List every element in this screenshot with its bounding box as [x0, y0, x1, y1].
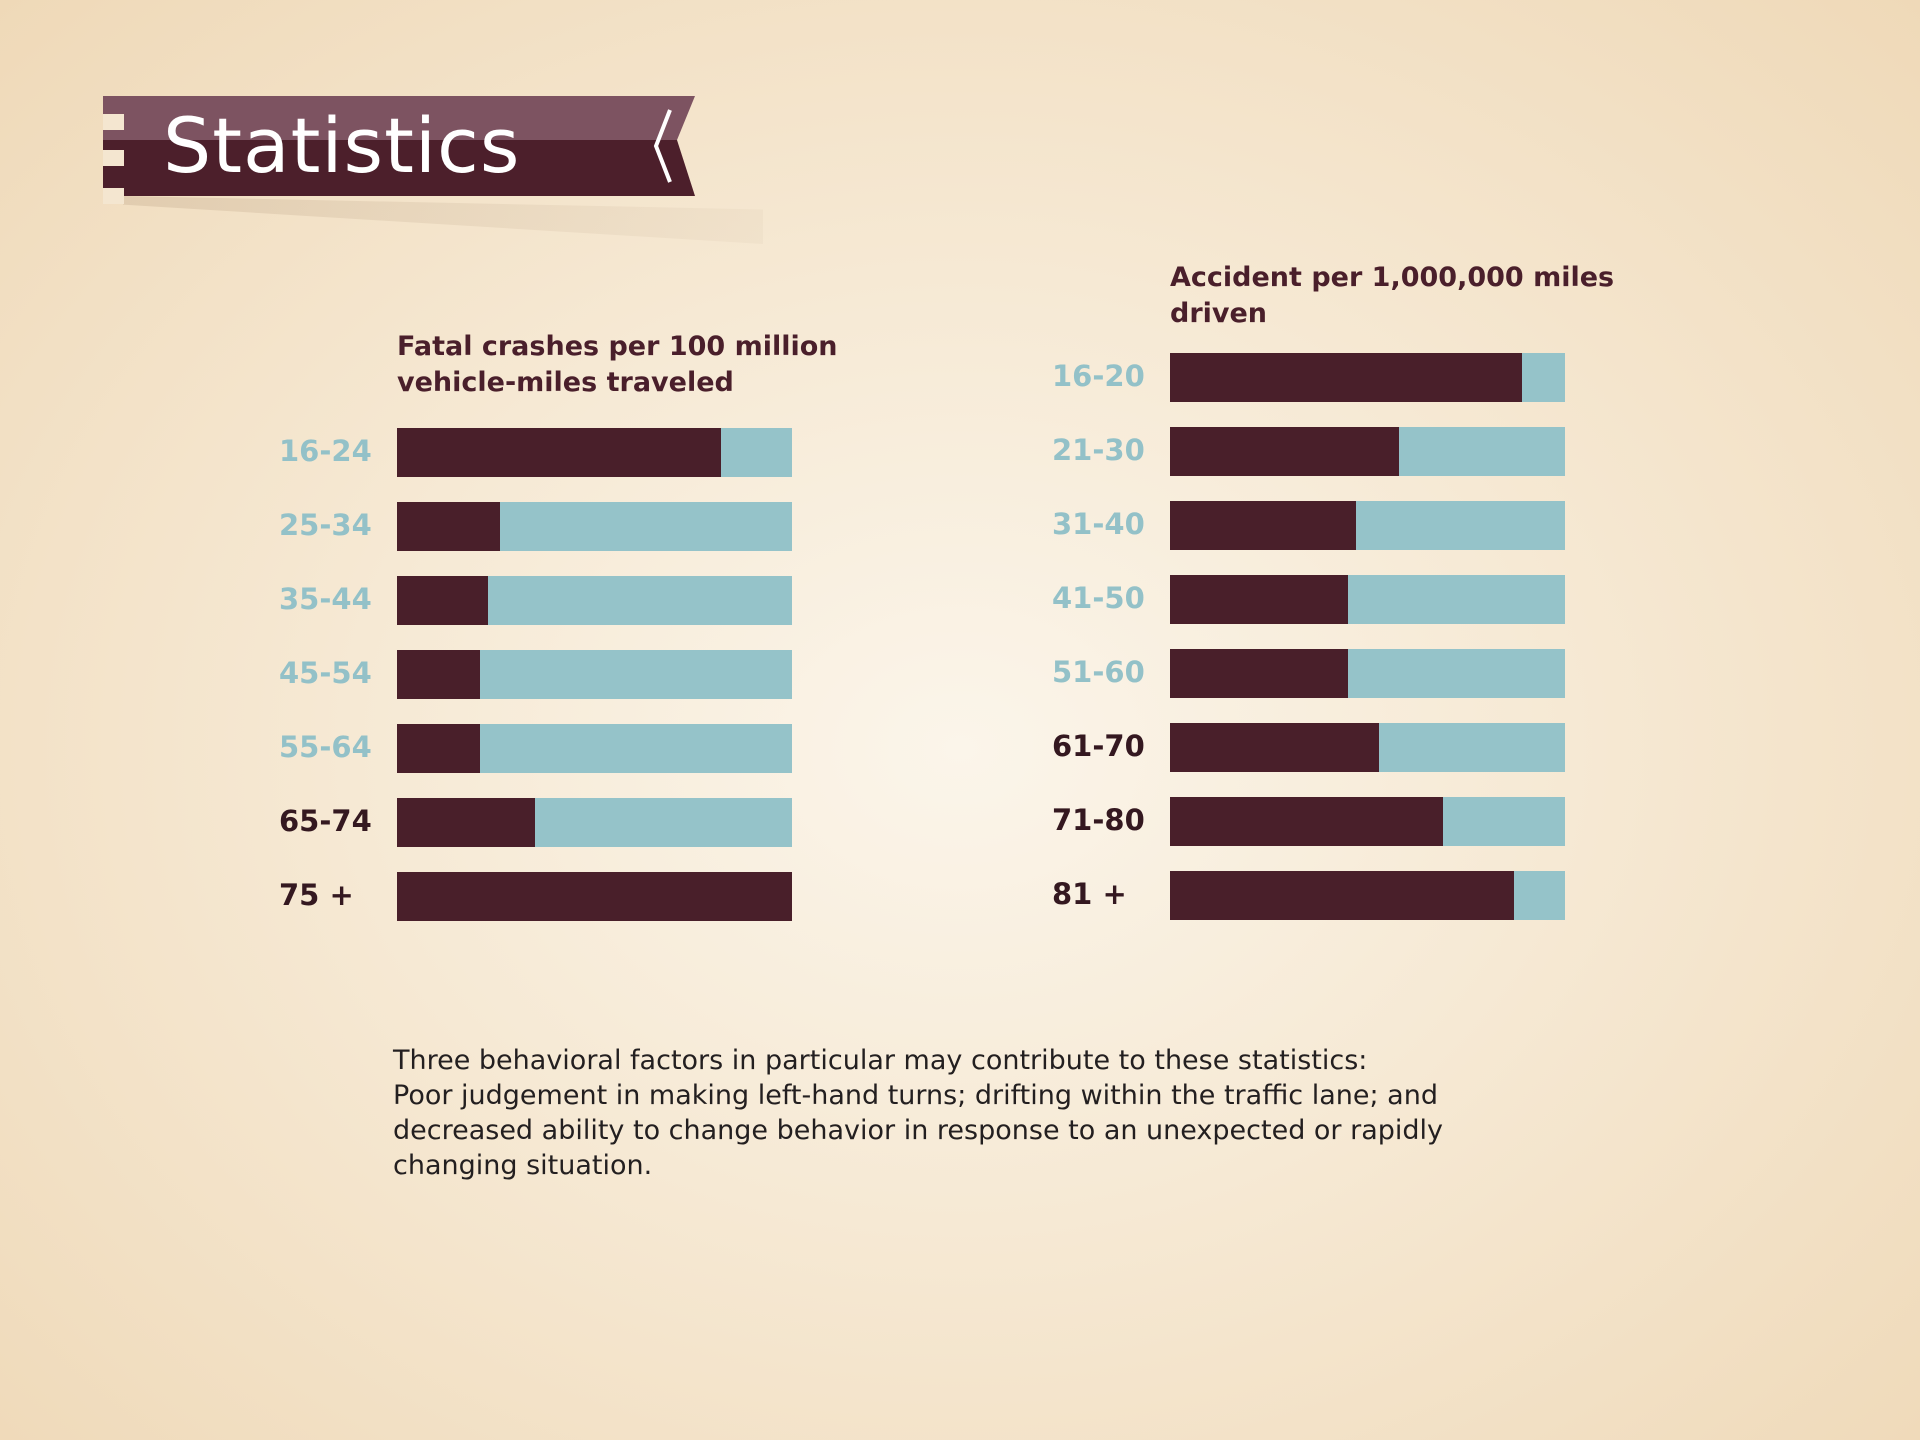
footnote: Three behavioral factors in particular m… [393, 1043, 1573, 1183]
accident-category-label: 61-70 [1052, 729, 1145, 763]
accident-bar [1170, 649, 1348, 698]
fatal-bar [397, 724, 480, 773]
accident-bar-track [1170, 353, 1565, 402]
banner-notch-1 [103, 114, 124, 130]
accident-bar-track [1170, 575, 1565, 624]
accident-category-label: 51-60 [1052, 655, 1145, 689]
accident-bar-track [1170, 501, 1565, 550]
fatal-bar [397, 428, 721, 477]
fatal-bar-track [397, 724, 792, 773]
banner-ribbon [103, 96, 695, 204]
banner-ribbon-top [103, 96, 695, 140]
accident-category-label: 71-80 [1052, 803, 1145, 837]
fatal-bar-track [397, 428, 792, 477]
fatal-category-label: 55-64 [279, 730, 372, 764]
banner-ribbon-bottom [103, 140, 695, 196]
accident-bar-track [1170, 649, 1565, 698]
accident-category-label: 81 + [1052, 877, 1127, 911]
fatal-bar [397, 872, 792, 921]
accident-bar [1170, 353, 1522, 402]
fatal-category-label: 65-74 [279, 804, 372, 838]
banner-notch-3 [103, 188, 124, 204]
accident-bar [1170, 575, 1348, 624]
accident-bar [1170, 797, 1443, 846]
fatal-bar-track [397, 576, 792, 625]
accident-category-label: 21-30 [1052, 433, 1145, 467]
footnote-line: decreased ability to change behavior in … [393, 1115, 1444, 1146]
chevron-left-icon [653, 109, 672, 183]
fatal-bar [397, 798, 536, 847]
accident-bar [1170, 427, 1400, 476]
left-chart-title: Fatal crashes per 100 million vehicle-mi… [397, 331, 838, 398]
accident-bar [1170, 501, 1356, 550]
page-title: Statistics [163, 101, 521, 190]
accident-bar [1170, 871, 1514, 920]
fatal-bar-track [397, 502, 792, 551]
fatal-category-label: 35-44 [279, 582, 372, 616]
fatal-category-label: 45-54 [279, 656, 372, 690]
title-banner: Statistics [103, 96, 763, 244]
banner-notch-2 [103, 150, 124, 166]
accident-bar [1170, 723, 1380, 772]
right-chart-title: Accident per 1,000,000 miles driven [1170, 262, 1615, 329]
footnote-line: Three behavioral factors in particular m… [393, 1045, 1368, 1076]
accident-category-label: 41-50 [1052, 581, 1145, 615]
accident-category-label: 16-20 [1052, 359, 1145, 393]
accident-bar-track [1170, 797, 1565, 846]
fatal-bar-track [397, 872, 792, 921]
footnote-line: changing situation. [393, 1150, 653, 1181]
fatal-bar [397, 502, 500, 551]
fatal-category-label: 75 + [279, 878, 354, 912]
fatal-bar [397, 576, 488, 625]
fatal-category-label: 16-24 [279, 434, 372, 468]
accident-bar-track [1170, 871, 1565, 920]
accident-category-label: 31-40 [1052, 507, 1145, 541]
accident-bar-track [1170, 723, 1565, 772]
fatal-category-label: 25-34 [279, 508, 372, 542]
accident-bar-track [1170, 427, 1565, 476]
fatal-bar-track [397, 798, 792, 847]
fatal-bar [397, 650, 480, 699]
footnote-line: Poor judgement in making left-hand turns… [393, 1080, 1438, 1111]
fatal-bar-track [397, 650, 792, 699]
